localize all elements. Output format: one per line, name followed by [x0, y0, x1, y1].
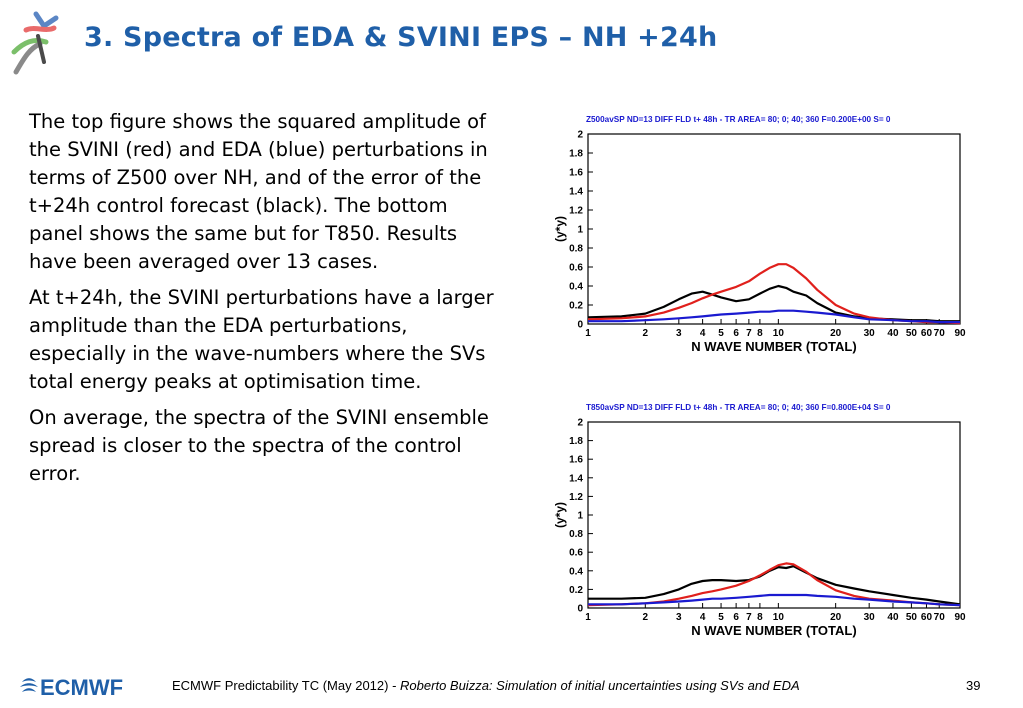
x-tick-label: 2	[643, 328, 649, 339]
y-tick-label: 1.6	[569, 455, 583, 466]
y-tick-label: 0.4	[569, 282, 583, 293]
corner-logo	[4, 8, 76, 78]
eda-line	[588, 309, 960, 324]
y-tick-label: 1.8	[569, 149, 583, 160]
x-tick-label: 60	[921, 612, 933, 623]
plot-frame	[587, 133, 961, 325]
ecmwf-logo: ECMWF	[18, 674, 146, 704]
page-number: 39	[966, 678, 981, 693]
y-tick-label: 0.2	[569, 301, 583, 312]
x-tick-label: 4	[700, 328, 706, 339]
y-tick-label: 1	[577, 511, 583, 522]
y-tick-label: 1.8	[569, 436, 583, 447]
y-tick-label: 1.6	[569, 168, 583, 179]
y-tick-label: 0.6	[569, 263, 583, 274]
x-tick-label: 20	[830, 612, 842, 623]
y-tick-label: 1.4	[569, 187, 583, 198]
x-tick-label: 40	[887, 328, 899, 339]
y-tick-label: 1.2	[569, 206, 583, 217]
x-tick-label: 8	[757, 612, 763, 623]
x-axis-label: N WAVE NUMBER (TOTAL)	[691, 623, 856, 638]
x-tick-label: 7	[746, 612, 752, 623]
x-tick-label: 90	[954, 328, 966, 339]
x-tick-label: 10	[773, 612, 785, 623]
y-tick-label: 1.2	[569, 492, 583, 503]
y-tick-label: 0.4	[569, 566, 583, 577]
control-error-line	[588, 565, 961, 606]
paragraph-3: On average, the spectra of the SVINI ens…	[29, 406, 489, 485]
y-tick-label: 1.4	[569, 473, 583, 484]
x-tick-label: 50	[906, 612, 918, 623]
t850-spectrum-svg: T850avSP ND=13 DIFF FLD t+ 48h - TR AREA…	[553, 403, 966, 638]
x-tick-label: 90	[954, 612, 966, 623]
chart-header: Z500avSP ND=13 DIFF FLD t+ 48h - TR AREA…	[586, 115, 891, 124]
y-tick-label: 2	[577, 418, 583, 429]
y-tick-label: 0.8	[569, 244, 583, 255]
y-tick-label: 2	[577, 130, 583, 141]
x-tick-label: 7	[746, 328, 752, 339]
y-tick-label: 0.8	[569, 529, 583, 540]
x-tick-label: 70	[934, 328, 946, 339]
ecmwf-logo-text: ECMWF	[40, 675, 123, 700]
x-tick-label: 5	[718, 328, 724, 339]
y-tick-label: 0	[577, 320, 583, 331]
z500-spectrum-svg: Z500avSP ND=13 DIFF FLD t+ 48h - TR AREA…	[553, 115, 966, 354]
x-tick-label: 5	[718, 612, 724, 623]
x-tick-label: 2	[643, 612, 649, 623]
x-tick-label: 1	[585, 328, 591, 339]
footer-event: ECMWF Predictability TC (May 2012) -	[172, 678, 397, 693]
x-tick-label: 20	[830, 328, 842, 339]
x-axis-label: N WAVE NUMBER (TOTAL)	[691, 339, 856, 354]
z500-spectrum-chart: Z500avSP ND=13 DIFF FLD t+ 48h - TR AREA…	[552, 110, 972, 369]
t850-spectrum-chart: T850avSP ND=13 DIFF FLD t+ 48h - TR AREA…	[552, 398, 972, 647]
x-tick-label: 3	[676, 612, 682, 623]
x-tick-label: 3	[676, 328, 682, 339]
x-tick-label: 8	[757, 328, 763, 339]
footer: ECMWF ECMWF Predictability TC (May 2012)…	[0, 668, 1023, 704]
y-axis-label: (y*y)	[553, 502, 567, 528]
y-tick-label: 0.6	[569, 548, 583, 559]
y-tick-label: 0.2	[569, 585, 583, 596]
footer-talk-title: Roberto Buizza: Simulation of initial un…	[400, 678, 800, 693]
plot-frame	[587, 421, 961, 609]
footer-text: ECMWF Predictability TC (May 2012) - Rob…	[172, 678, 800, 693]
y-tick-label: 0	[577, 604, 583, 615]
x-tick-label: 6	[733, 328, 739, 339]
x-tick-label: 4	[700, 612, 706, 623]
x-tick-label: 30	[864, 328, 876, 339]
x-tick-label: 60	[921, 328, 933, 339]
x-tick-label: 1	[585, 612, 591, 623]
x-tick-label: 40	[887, 612, 899, 623]
y-tick-label: 1	[577, 225, 583, 236]
x-tick-label: 70	[934, 612, 946, 623]
paragraph-2: At t+24h, the SVINI perturbations have a…	[29, 286, 494, 393]
slide-body: The top figure shows the squared amplitu…	[29, 108, 499, 496]
x-tick-label: 6	[733, 612, 739, 623]
slide-title: 3. Spectra of EDA & SVINI EPS – NH +24h	[84, 22, 718, 53]
x-tick-label: 30	[864, 612, 876, 623]
chart-header: T850avSP ND=13 DIFF FLD t+ 48h - TR AREA…	[586, 403, 891, 412]
x-tick-label: 50	[906, 328, 918, 339]
y-axis-label: (y*y)	[553, 216, 567, 242]
paragraph-1: The top figure shows the squared amplitu…	[29, 110, 488, 273]
x-tick-label: 10	[773, 328, 785, 339]
eda-line	[588, 593, 961, 607]
